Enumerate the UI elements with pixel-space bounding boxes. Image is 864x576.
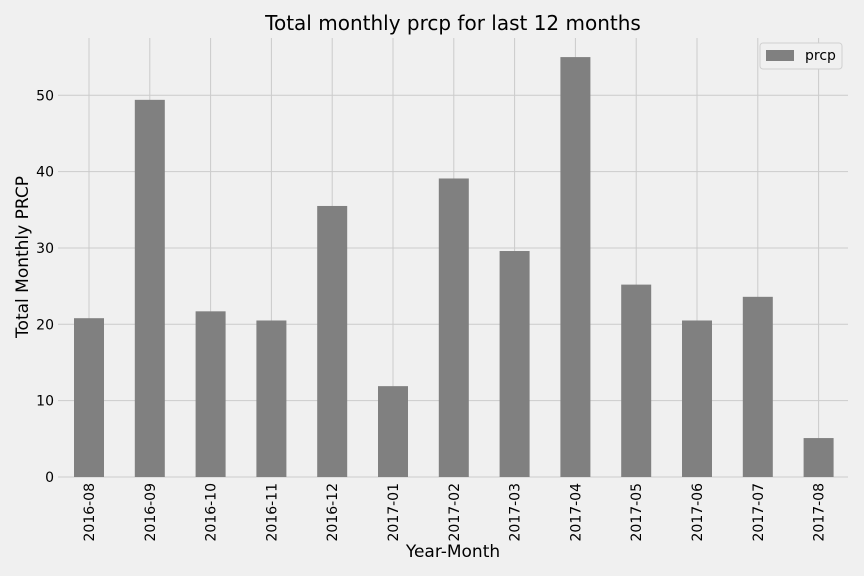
x-tick-label: 2017-04	[568, 483, 584, 542]
y-tick-label: 30	[36, 241, 54, 257]
x-tick-label: 2017-01	[386, 483, 402, 542]
x-tick-label: 2016-09	[143, 483, 159, 542]
x-tick-label: 2016-11	[264, 483, 280, 542]
x-tick-label: 2016-10	[204, 483, 220, 542]
legend: prcp	[759, 42, 843, 70]
bar	[682, 320, 712, 477]
legend-swatch	[766, 50, 794, 61]
bar	[134, 99, 165, 477]
legend-box	[759, 42, 843, 70]
bar	[560, 57, 591, 478]
x-tick-label: 2017-02	[447, 483, 463, 542]
bar	[621, 284, 652, 477]
bar	[742, 296, 773, 477]
legend-label: prcp	[805, 48, 836, 64]
x-tick-label: 2017-03	[508, 483, 524, 542]
y-tick-label: 10	[36, 394, 54, 410]
x-ticks: 2016-08 2016-09 2016-10 2016-11 2016-12 2017-…	[82, 483, 828, 542]
x-tick-label: 2017-08	[812, 483, 828, 542]
bars	[74, 57, 834, 478]
bar	[317, 205, 348, 477]
x-tick-label: 2017-07	[751, 483, 767, 542]
y-tick-label: 40	[36, 165, 54, 181]
bar	[803, 438, 834, 477]
y-tick-label: 20	[36, 317, 54, 333]
y-ticks: 0 10 20 30 40 50	[36, 88, 54, 486]
bar	[256, 320, 287, 477]
x-tick-label: 2017-06	[690, 483, 706, 542]
chart-title: Total monthly prcp for last 12 months	[264, 11, 641, 35]
x-tick-label: 2017-05	[629, 483, 645, 542]
y-tick-label: 0	[45, 470, 54, 486]
y-axis-label: Total Monthly PRCP	[13, 176, 33, 339]
x-tick-label: 2016-08	[82, 483, 98, 542]
x-axis-label: Year-Month	[405, 542, 500, 562]
bar	[499, 251, 530, 477]
y-tick-label: 50	[36, 88, 54, 104]
x-tick-label: 2016-12	[325, 483, 341, 542]
bar	[195, 311, 226, 477]
bar	[438, 178, 469, 478]
bar	[378, 386, 408, 477]
bar	[74, 318, 104, 477]
